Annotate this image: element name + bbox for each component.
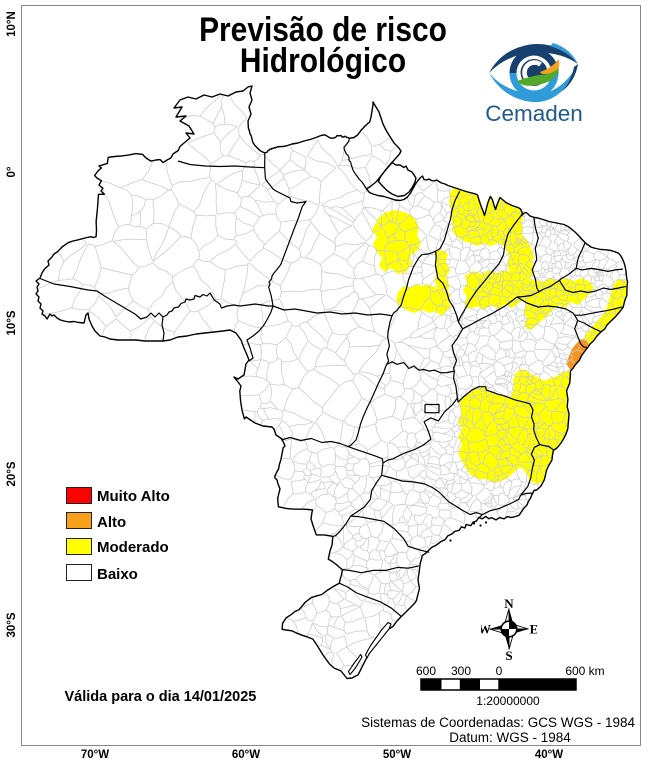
svg-text:E: E — [530, 622, 537, 637]
svg-text:N: N — [504, 598, 514, 611]
svg-text:S: S — [505, 648, 512, 662]
svg-text:W: W — [481, 622, 491, 637]
